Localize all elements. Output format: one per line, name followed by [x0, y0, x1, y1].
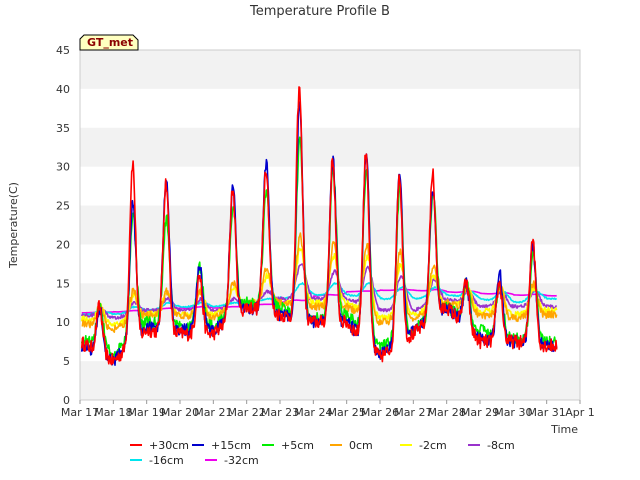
x-tick-label: Mar 24 — [294, 406, 332, 419]
x-axis-label: Time — [550, 423, 578, 436]
x-tick-label: Mar 19 — [128, 406, 166, 419]
x-tick-label: Mar 20 — [161, 406, 199, 419]
x-tick-label: Mar 18 — [94, 406, 132, 419]
x-tick-label: Mar 28 — [428, 406, 466, 419]
y-axis-label: Temperature(C) — [7, 182, 20, 269]
legend-label: +15cm — [211, 439, 251, 452]
series-line — [80, 86, 558, 366]
legend-label: 0cm — [349, 439, 373, 452]
y-tick-label: 35 — [56, 122, 70, 135]
x-tick-label: Mar 22 — [228, 406, 266, 419]
x-tick-label: Mar 25 — [328, 406, 366, 419]
plot-frame — [79, 49, 581, 401]
grid-band — [80, 50, 580, 89]
y-tick-label: 45 — [56, 44, 70, 57]
y-tick-label: 0 — [63, 394, 70, 407]
x-tick-label: Mar 23 — [261, 406, 299, 419]
y-tick-label: 20 — [56, 238, 70, 251]
y-tick-label: 40 — [56, 83, 70, 96]
y-axis-ticks: 0 5 10 15 20 25 30 35 40 45 — [56, 44, 70, 407]
y-tick-label: 10 — [56, 316, 70, 329]
badge-label: GT_met — [87, 36, 133, 49]
x-tick-label: Mar 31 — [528, 406, 566, 419]
legend: +30cm +15cm +5cm 0cm -2cm -8cm -16cm -32cm — [130, 439, 515, 467]
legend-label: +30cm — [149, 439, 189, 452]
x-tick-label: Mar 29 — [461, 406, 499, 419]
site-badge: GT_met — [79, 34, 139, 51]
y-tick-label: 25 — [56, 200, 70, 213]
legend-label: -32cm — [224, 454, 259, 467]
x-tick-label: Mar 30 — [494, 406, 532, 419]
series-lines — [80, 86, 558, 366]
x-tick-label: Mar 21 — [194, 406, 232, 419]
badge-box — [79, 34, 139, 51]
x-tick-label: Mar 27 — [394, 406, 432, 419]
legend-label: +5cm — [281, 439, 314, 452]
y-tick-label: 15 — [56, 277, 70, 290]
grid-band — [80, 127, 580, 167]
x-tick-label: Mar 17 — [61, 406, 99, 419]
legend-label: -16cm — [149, 454, 184, 467]
y-tick-label: 5 — [63, 355, 70, 368]
y-tick-label: 30 — [56, 161, 70, 174]
chart-title: Temperature Profile B — [249, 4, 390, 19]
legend-label: -8cm — [487, 439, 515, 452]
x-tick-label: Apr 1 — [565, 406, 595, 419]
x-tick-label: Mar 26 — [361, 406, 399, 419]
legend-label: -2cm — [419, 439, 447, 452]
grid-band — [80, 361, 580, 400]
